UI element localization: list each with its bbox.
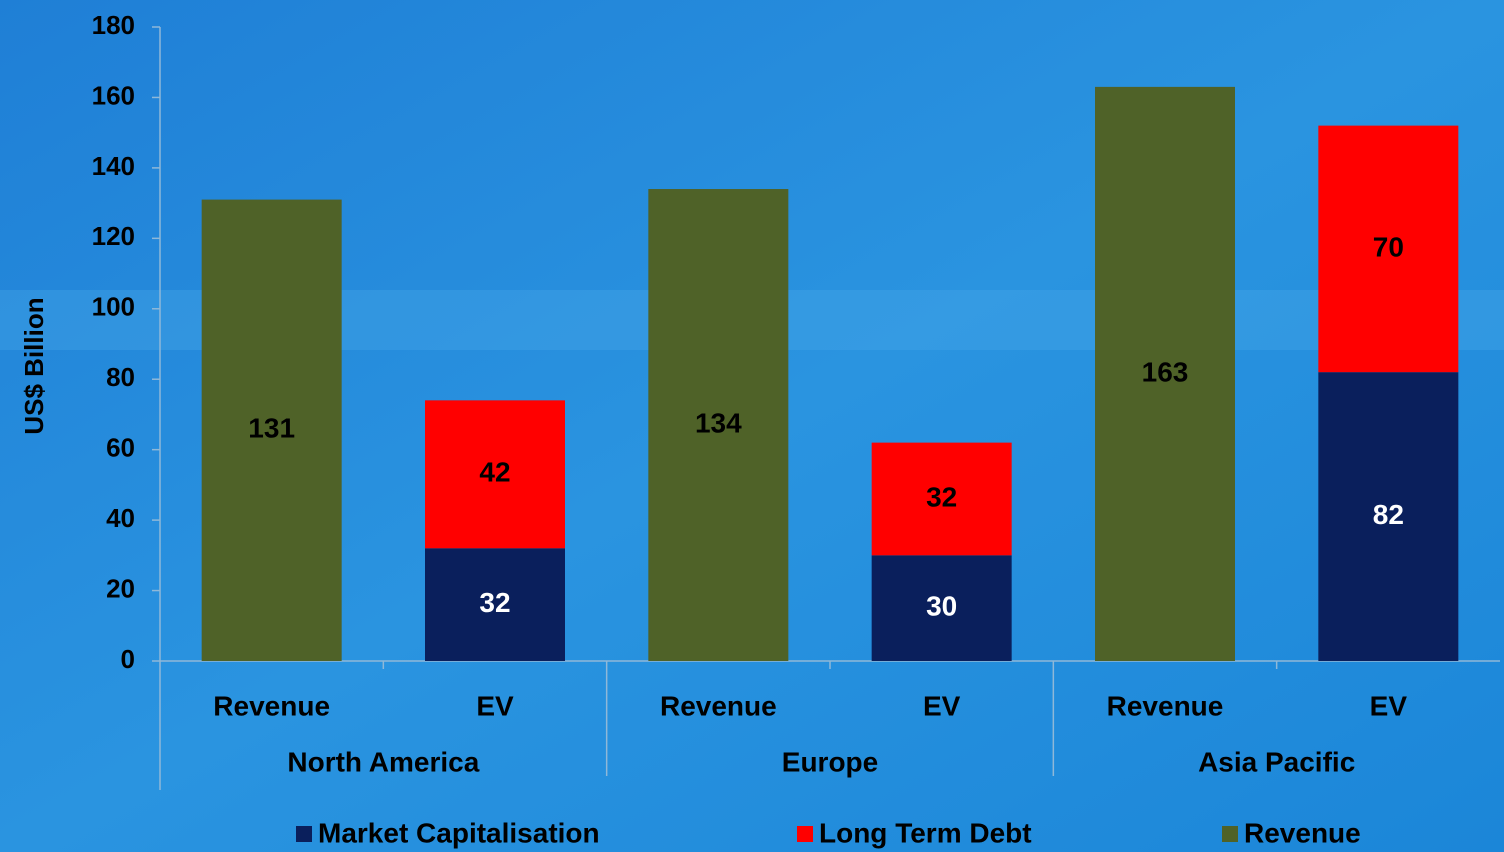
bar-segment (425, 400, 565, 549)
y-tick-label: 40 (106, 503, 135, 533)
data-label: 131 (248, 413, 295, 444)
y-tick-label: 20 (106, 573, 135, 603)
legend-swatch (1222, 826, 1238, 842)
legend-swatch (797, 826, 813, 842)
bar-segment (1318, 125, 1459, 373)
x-tick-label: EV (476, 690, 514, 721)
bar-segment (871, 442, 1012, 556)
data-label: 70 (1373, 231, 1404, 262)
bar-segment (648, 189, 789, 661)
x-tick-label: Revenue (213, 690, 330, 721)
bar-segment (1318, 372, 1459, 661)
group-label: Asia Pacific (1198, 746, 1355, 777)
y-axis-label: US$ Billion (19, 297, 49, 434)
group-label: North America (287, 746, 479, 777)
y-tick-label: 160 (92, 80, 135, 110)
x-tick-label: EV (923, 690, 961, 721)
legend-label: Revenue (1244, 817, 1361, 848)
data-label: 30 (926, 591, 957, 622)
data-label: 82 (1373, 499, 1404, 530)
bar-segment (201, 199, 342, 662)
y-tick-label: 100 (92, 292, 135, 322)
y-tick-label: 80 (106, 362, 135, 392)
x-tick-label: Revenue (660, 690, 777, 721)
y-tick-label: 60 (106, 433, 135, 463)
legend-swatch (296, 826, 312, 842)
data-label: 134 (695, 407, 742, 438)
data-label: 42 (479, 457, 510, 488)
data-label: 32 (479, 587, 510, 618)
bar-segment (871, 555, 1012, 661)
group-label: Europe (782, 746, 878, 777)
x-tick-label: Revenue (1107, 690, 1224, 721)
y-tick-label: 120 (92, 221, 135, 251)
legend-label: Long Term Debt (819, 817, 1032, 848)
bar-segment (425, 548, 565, 661)
y-tick-label: 180 (92, 10, 135, 40)
y-tick-label: 140 (92, 151, 135, 181)
legend-label: Market Capitalisation (318, 817, 600, 848)
x-tick-label: EV (1370, 690, 1408, 721)
data-label: 32 (926, 481, 957, 512)
y-tick-label: 0 (121, 644, 135, 674)
bar-segment (1095, 86, 1235, 661)
data-label: 163 (1142, 356, 1189, 387)
